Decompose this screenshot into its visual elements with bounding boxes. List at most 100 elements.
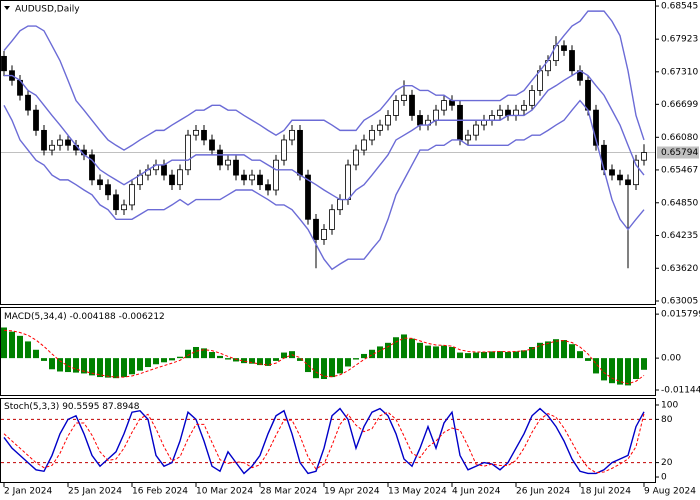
candle-body: [625, 179, 631, 186]
candle-body: [265, 184, 271, 191]
macd-bar: [257, 358, 263, 366]
candle-body: [33, 109, 39, 131]
macd-bar: [457, 352, 463, 359]
stoch-title: Stoch(5,3,3) 90.5595 87.8948: [4, 402, 140, 412]
macd-bar: [385, 342, 391, 359]
y-tick-label: 0.00: [661, 354, 681, 364]
macd-bar: [313, 358, 319, 379]
candle-body: [585, 79, 591, 111]
candle-body: [569, 50, 575, 72]
candle-body: [409, 94, 415, 116]
macd-bar: [625, 358, 631, 386]
candle-body: [57, 139, 63, 146]
macd-bar: [377, 346, 383, 359]
x-tick-label: 18 Jul 2024: [580, 487, 631, 497]
macd-bar: [577, 351, 583, 359]
macd-bar: [553, 339, 559, 359]
macd-bar: [41, 358, 47, 361]
macd-bar: [241, 358, 247, 364]
x-tick-label: 9 Aug 2024: [644, 487, 696, 497]
candle-body: [329, 209, 335, 230]
macd-bar: [97, 358, 103, 378]
x-tick-label: 26 Jun 2024: [516, 487, 570, 497]
macd-bar: [89, 358, 95, 376]
candle-body: [121, 204, 127, 211]
macd-bar: [369, 349, 375, 359]
macd-bar: [225, 358, 231, 360]
macd-bar: [49, 358, 55, 370]
macd-bar: [217, 355, 223, 359]
candle-body: [601, 144, 607, 171]
macd-bar: [449, 346, 455, 359]
macd-bar: [17, 335, 23, 359]
candle-body: [337, 199, 343, 211]
candle-body: [217, 149, 223, 166]
macd-bar: [441, 345, 447, 359]
y-tick-label: 0.66080: [661, 133, 698, 143]
stoch-main-value: 90.5595: [62, 402, 99, 412]
y-tick-label: 0.68545: [661, 2, 698, 12]
macd-bar: [489, 351, 495, 359]
macd-bar: [65, 358, 71, 373]
candle-body: [257, 174, 263, 186]
macd-bar: [105, 358, 111, 378]
symbol-menu-icon: [4, 6, 10, 10]
candle-body: [593, 109, 599, 146]
y-tick-label: 0.64850: [661, 198, 698, 208]
macd-bar: [161, 358, 167, 363]
macd-signal-value: -0.006212: [119, 312, 165, 322]
candle-body: [353, 149, 359, 166]
x-tick-label: 28 Mar 2024: [260, 487, 317, 497]
macd-bar: [233, 358, 239, 362]
macd-name: MACD(5,34,4): [4, 312, 67, 322]
macd-bar: [185, 349, 191, 359]
macd-bar: [609, 358, 615, 384]
macd-bar: [73, 358, 79, 373]
macd-value: -0.004188: [70, 312, 116, 322]
candle-body: [129, 184, 135, 206]
macd-bar: [153, 358, 159, 365]
macd-bar: [545, 341, 551, 359]
y-tick-label: 80: [661, 415, 673, 425]
macd-bar: [505, 352, 511, 359]
macd-bar: [433, 346, 439, 359]
macd-title: MACD(5,34,4) -0.004188 -0.006212: [4, 312, 165, 322]
macd-panel-frame: [0, 307, 656, 396]
stoch-signal-line: [3, 411, 645, 474]
candle-body: [225, 159, 231, 166]
y-tick-label: 0.65467: [661, 165, 698, 175]
candle-body: [457, 104, 463, 141]
macd-bar: [329, 358, 335, 378]
candle-body: [177, 169, 183, 186]
macd-bar: [113, 358, 119, 379]
macd-bar: [569, 344, 575, 359]
x-tick-label: 2 Jan 2024: [4, 487, 52, 497]
candle-body: [561, 45, 567, 51]
candle-body: [385, 115, 391, 126]
macd-bar: [201, 348, 207, 359]
candle-body: [489, 115, 495, 121]
candle-body: [369, 129, 375, 141]
candle-body: [249, 174, 255, 181]
macd-bar: [281, 352, 287, 359]
y-tick-label: 0.63005: [661, 297, 698, 307]
macd-bar: [297, 358, 303, 361]
macd-bar: [337, 358, 343, 374]
macd-bar: [481, 352, 487, 359]
y-tick-label: 100: [661, 400, 678, 410]
macd-signal-line: [3, 329, 645, 385]
macd-bar: [33, 349, 39, 359]
candle-body: [361, 139, 367, 151]
candle-body: [25, 94, 31, 111]
macd-bar: [353, 358, 359, 360]
candle-body: [473, 124, 479, 136]
candle-body: [97, 179, 103, 186]
candle-body: [281, 139, 287, 161]
candle-body: [89, 154, 95, 181]
x-tick-label: 16 Feb 2024: [132, 487, 188, 497]
macd-bar: [129, 358, 135, 375]
stoch-name: Stoch(5,3,3): [4, 402, 59, 412]
x-tick-label: 10 Mar 2024: [196, 487, 253, 497]
candle-body: [193, 129, 199, 136]
x-tick-label: 19 Apr 2024: [324, 487, 380, 497]
